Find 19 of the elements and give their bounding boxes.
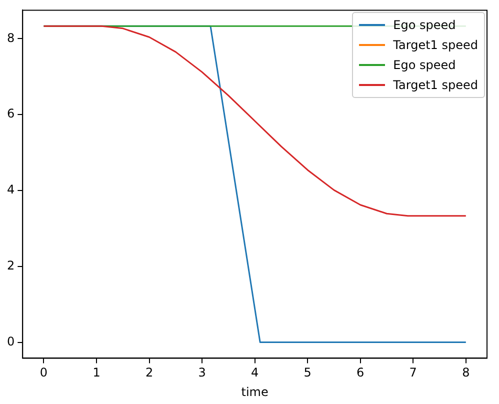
x-tick-label: 8 — [462, 366, 470, 380]
y-tick-label: 2 — [6, 258, 15, 272]
legend-label: Target1 speed — [393, 37, 478, 54]
x-tick-label: 6 — [356, 366, 364, 380]
y-tick-label: 0 — [6, 334, 15, 348]
y-tick-label: 4 — [6, 182, 15, 197]
x-tick-label: 4 — [250, 366, 259, 380]
x-tick-label: 7 — [409, 366, 417, 380]
x-tick-label: 2 — [145, 366, 154, 380]
legend-label: Ego speed — [393, 17, 456, 34]
x-tick-label: 5 — [304, 366, 312, 380]
x-tick-label: 0 — [40, 366, 48, 380]
legend-label: Target1 speed — [393, 77, 478, 94]
x-axis-title: time — [241, 384, 268, 399]
x-tick-label: 1 — [92, 366, 100, 380]
y-tick-label: 8 — [6, 30, 15, 45]
y-tick-label: 6 — [6, 106, 15, 121]
legend-label: Ego speed — [393, 57, 456, 74]
x-tick-label: 3 — [198, 366, 206, 380]
